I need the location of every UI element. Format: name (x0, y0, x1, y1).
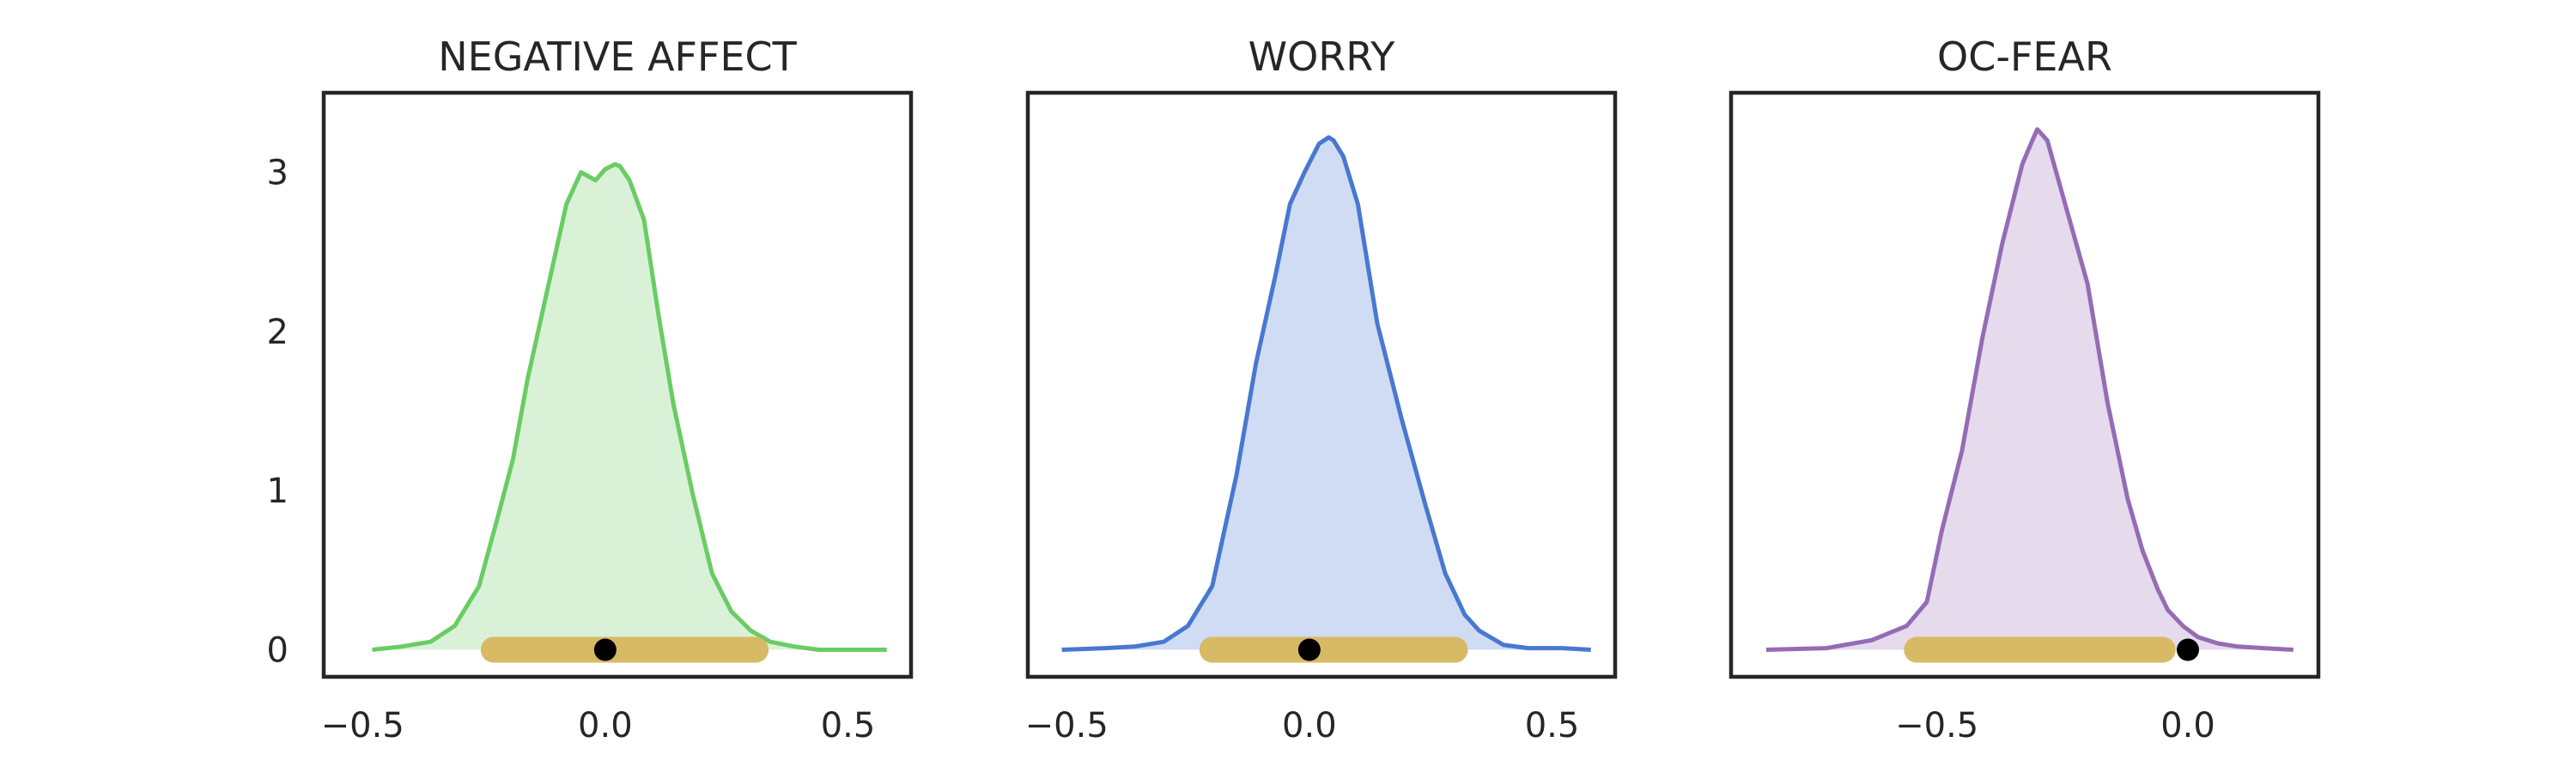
x-tick-label: 0.0 (1282, 706, 1337, 746)
point-marker (593, 638, 617, 661)
panel-negative-affect: NEGATIVE AFFECT −0.5 0.0 0.5 0 1 2 3 (267, 33, 914, 746)
density-area (372, 164, 887, 650)
y-tick-label: 0 (267, 631, 289, 671)
axes-frame (321, 90, 914, 679)
density-line (372, 161, 887, 652)
panel-worry: WORRY −0.5 0.0 0.5 (1025, 33, 1618, 746)
x-tick-label: −0.5 (1895, 706, 1978, 746)
density-area (1765, 129, 2293, 650)
x-tick-label: 0.0 (2160, 706, 2215, 746)
y-tick-label: 1 (267, 472, 289, 511)
x-tick-label: 0.5 (821, 706, 876, 746)
density-line (1061, 135, 1591, 652)
y-tick-label: 3 (267, 154, 289, 193)
axes-frame (1025, 90, 1618, 679)
density-area (1061, 137, 1591, 650)
x-tick-label: −0.5 (1025, 706, 1109, 746)
x-tick-label: −0.5 (321, 706, 404, 746)
panel-title: WORRY (1249, 33, 1396, 80)
point-marker (1297, 638, 1321, 661)
panel-title: NEGATIVE AFFECT (438, 33, 797, 80)
axes-frame (1728, 90, 2321, 679)
point-marker (2177, 638, 2199, 661)
panel-title: OC-FEAR (1937, 33, 2112, 80)
panel-oc-fear: OC-FEAR −0.5 0.0 (1728, 33, 2321, 746)
density-line (1765, 127, 2293, 652)
x-tick-label: 0.5 (1525, 706, 1580, 746)
y-tick-label: 2 (267, 313, 289, 352)
x-tick-label: 0.0 (578, 706, 633, 746)
